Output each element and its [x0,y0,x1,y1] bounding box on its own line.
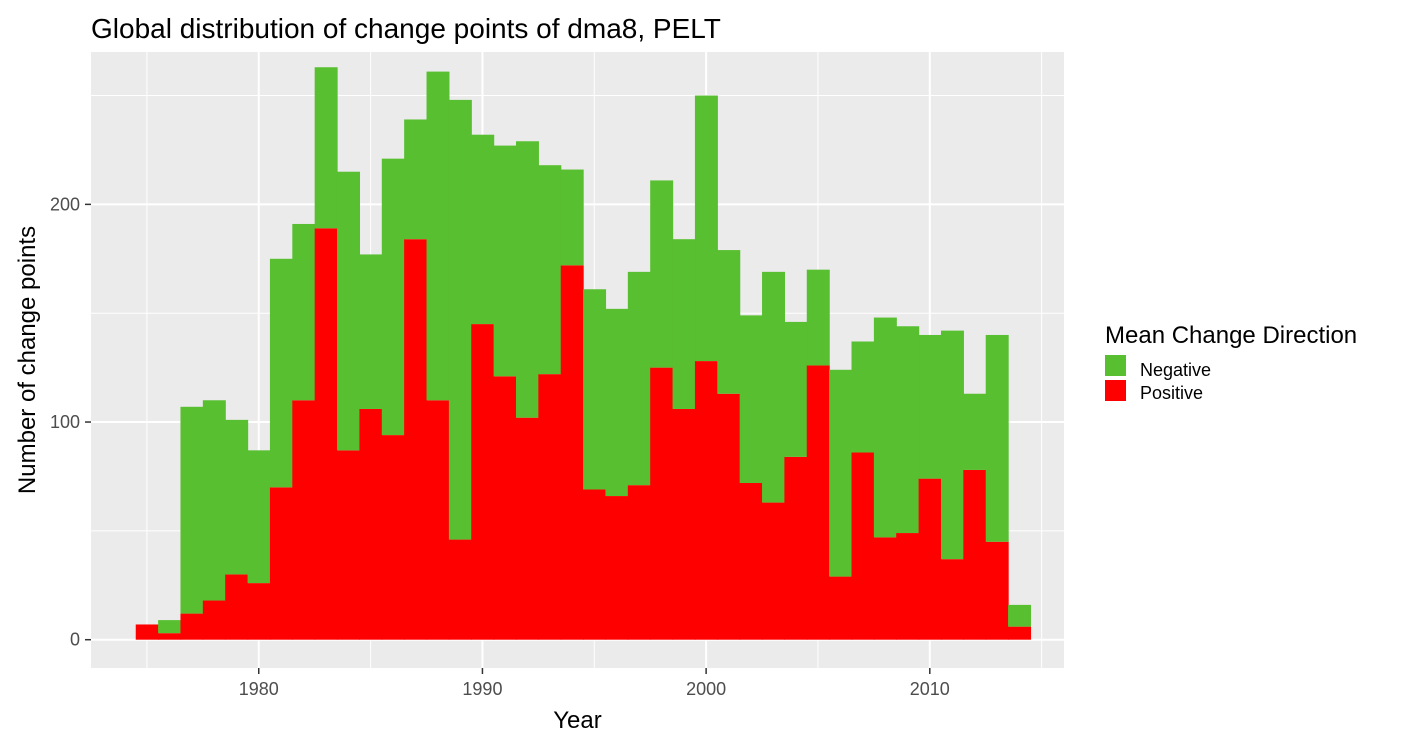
x-axis: 1980 1990 2000 2010 [239,668,950,699]
bar-negative-1992 [515,141,539,418]
bar-negative-2004 [784,321,808,457]
bar-negative-1991 [493,145,517,377]
x-tick-label: 2000 [686,679,726,699]
bar-negative-1976 [158,620,182,634]
bar-positive-2012 [963,469,987,640]
bar-positive-2007 [851,452,875,640]
bar-positive-2008 [873,537,897,640]
x-tick-label: 1990 [462,679,502,699]
bar-positive-2006 [829,576,853,640]
bar-negative-2003 [762,271,786,503]
bar-positive-1976 [158,633,182,640]
bar-positive-1997 [627,485,651,640]
legend-label-positive: Positive [1140,383,1203,403]
bar-negative-1994 [560,169,584,266]
bar-positive-1992 [515,417,539,640]
bar-negative-1990 [471,134,495,325]
x-tick-label: 2010 [910,679,950,699]
bar-positive-2003 [762,502,786,640]
bars [135,67,1032,640]
bar-positive-1989 [448,539,472,640]
x-tick-label: 1980 [239,679,279,699]
bar-negative-1978 [202,400,226,601]
bar-negative-2008 [873,317,897,538]
bar-negative-1984 [337,171,361,451]
bar-negative-2011 [940,330,964,560]
bar-positive-1975 [135,624,159,640]
legend: Mean Change Direction Negative Positive [1105,322,1357,403]
bar-positive-2002 [739,482,763,640]
bar-positive-1999 [672,408,696,640]
bar-positive-1998 [650,367,674,640]
y-tick-label: 100 [50,412,80,432]
bar-positive-1983 [314,228,338,640]
bar-positive-1988 [426,400,450,640]
bar-negative-1995 [583,289,607,490]
bar-positive-1981 [269,487,293,640]
bar-positive-1990 [471,324,495,640]
bar-negative-1986 [381,158,405,436]
bar-positive-2013 [985,541,1009,640]
bar-negative-1989 [448,99,472,540]
bar-negative-2005 [806,269,830,366]
y-tick-label: 200 [50,194,80,214]
bar-positive-2004 [784,456,808,640]
bar-positive-1994 [560,265,584,640]
bar-positive-1986 [381,435,405,640]
x-axis-title: Year [553,707,602,734]
bar-positive-2014 [1008,626,1032,640]
bar-positive-1987 [404,239,428,640]
bar-negative-2013 [985,334,1009,542]
legend-title: Mean Change Direction [1105,322,1357,349]
bar-positive-1978 [202,600,226,640]
legend-label-negative: Negative [1140,360,1211,380]
bar-negative-2007 [851,341,875,453]
chart-title: Global distribution of change points of … [91,13,721,44]
bar-negative-1980 [247,450,271,584]
bar-negative-2014 [1008,604,1032,627]
bar-negative-1987 [404,119,428,240]
bar-negative-1996 [605,308,629,497]
bar-positive-2000 [694,361,718,640]
bar-negative-1998 [650,180,674,368]
bar-negative-2006 [829,369,853,577]
bar-negative-1988 [426,71,450,401]
bar-negative-1993 [538,165,562,375]
bar-positive-1985 [359,408,383,640]
bar-positive-2010 [918,478,942,640]
bar-negative-1985 [359,254,383,409]
bar-negative-2002 [739,315,763,483]
bar-negative-2000 [694,95,718,362]
bar-negative-1982 [292,223,316,401]
bar-negative-2010 [918,334,942,479]
bar-positive-1980 [247,583,271,640]
bar-negative-2009 [896,326,920,534]
bar-positive-2005 [806,365,830,640]
bar-positive-1995 [583,489,607,640]
bar-positive-1996 [605,496,629,640]
bar-negative-1977 [180,406,204,614]
bar-positive-1993 [538,374,562,640]
bar-positive-2009 [896,533,920,640]
y-tick-label: 0 [70,630,80,650]
bar-positive-1977 [180,613,204,640]
bar-positive-2001 [717,393,741,640]
y-axis: 0 100 200 [50,194,91,650]
bar-negative-1999 [672,239,696,409]
bar-positive-2011 [940,559,964,640]
bar-negative-1983 [314,67,338,229]
bar-negative-2012 [963,393,987,470]
legend-key-positive [1105,380,1126,401]
bar-positive-1991 [493,376,517,640]
bar-negative-1979 [225,419,249,575]
bar-positive-1982 [292,400,316,640]
bar-negative-2001 [717,250,741,394]
y-axis-title: Number of change points [14,226,41,494]
bar-negative-1981 [269,258,293,488]
bar-positive-1979 [225,574,249,640]
bar-negative-1997 [627,271,651,486]
bar-positive-1984 [337,450,361,640]
legend-key-negative [1105,355,1126,376]
